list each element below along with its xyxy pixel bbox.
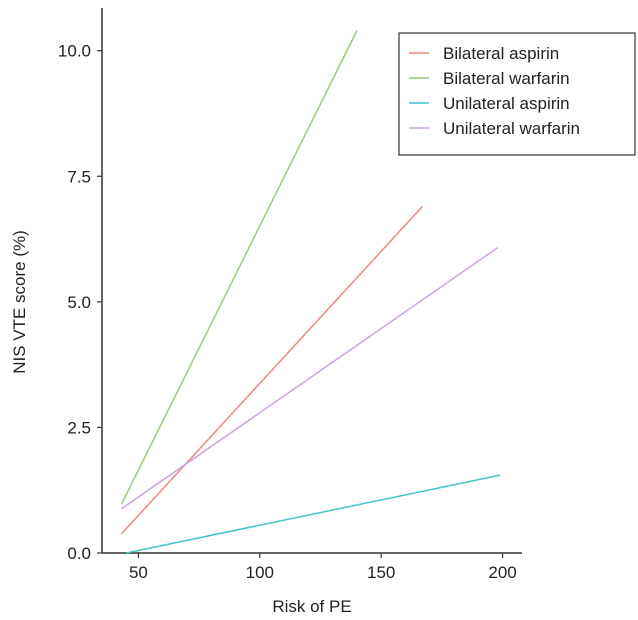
legend-box (398, 32, 636, 156)
x-axis-title: Risk of PE (272, 597, 351, 616)
x-tick-label: 200 (488, 563, 516, 582)
series-line (126, 474, 501, 554)
x-tick-label: 50 (129, 563, 148, 582)
series-line (120, 205, 424, 535)
axes (101, 8, 522, 554)
x-tick-label: 100 (246, 563, 274, 582)
y-axis-title: NIS VTE score (%) (10, 230, 29, 374)
y-tick-label: 10.0 (58, 42, 91, 61)
y-tick-label: 0.0 (67, 544, 91, 563)
y-tick-label: 2.5 (67, 418, 91, 437)
legend-label: Bilateral warfarin (443, 69, 570, 88)
legend-label: Bilateral aspirin (443, 44, 559, 63)
series-line (120, 30, 358, 505)
x-tick-label: 150 (367, 563, 395, 582)
y-tick-label: 5.0 (67, 293, 91, 312)
y-tick-label: 7.5 (67, 167, 91, 186)
legend-label: Unilateral aspirin (443, 94, 570, 113)
legend: Bilateral aspirin Bilateral warfarin Unila… (398, 32, 636, 156)
series-layer (120, 30, 501, 554)
legend-label: Unilateral warfarin (443, 119, 580, 138)
ticks-layer: 50 100 150 200 0.0 2.5 5.0 7.5 10.0 (58, 42, 517, 582)
series-line (120, 246, 499, 510)
